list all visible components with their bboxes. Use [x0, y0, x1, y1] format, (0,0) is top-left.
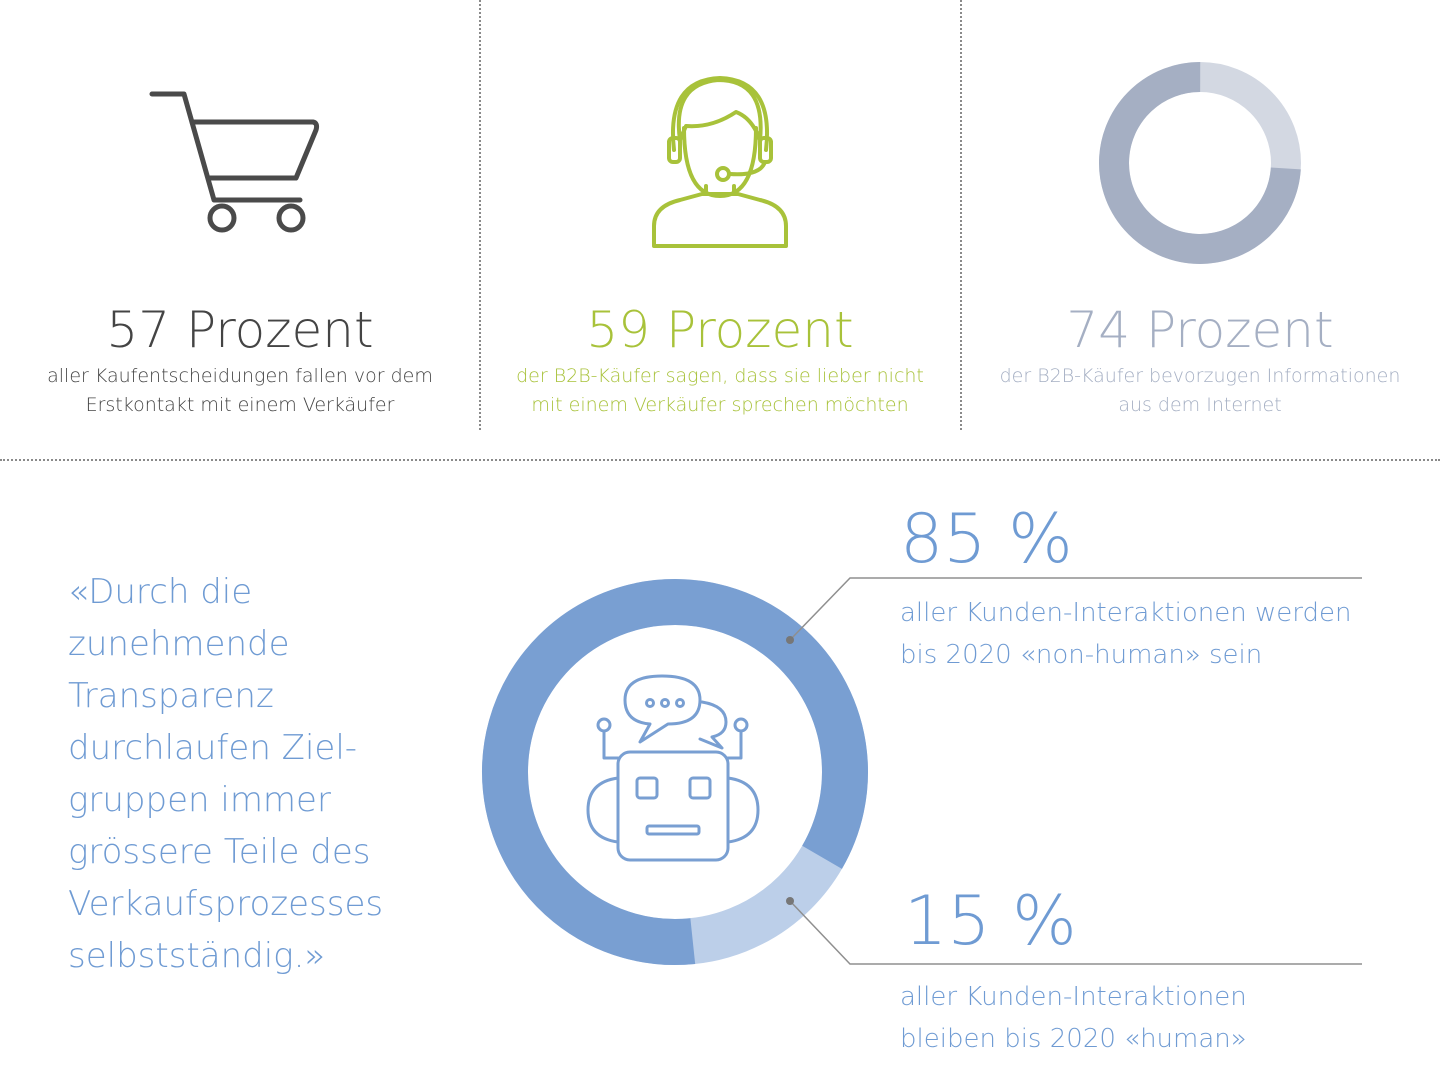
stat-description-line: aller Kaufentscheidungen fallen vor dem	[47, 365, 433, 387]
stat-description: der B2B-Käufer bevorzugen Informationen …	[980, 362, 1420, 420]
quote-line: Verkaufsprozesses	[68, 884, 384, 924]
stat-description-line: der B2B-Käufer bevorzugen Informationen	[999, 365, 1401, 387]
quote-line: «Durch die	[68, 572, 253, 612]
stat-prefer-no-seller: 59 Prozent der B2B-Käufer sagen, dass si…	[480, 0, 960, 430]
stat-prefer-internet: 74 Prozent der B2B-Käufer bevorzugen Inf…	[960, 0, 1440, 430]
human-description: aller Kunden-Interaktionen bleiben bis 2…	[900, 976, 1247, 1060]
section-divider	[0, 459, 1440, 461]
stat-description-line: der B2B-Käufer sagen, dass sie lieber ni…	[516, 365, 924, 387]
stat-value: 59 Prozent	[586, 301, 854, 359]
leader-dot-human	[786, 897, 794, 905]
column-divider-left	[479, 0, 481, 430]
interactions-donut	[482, 577, 1362, 965]
headset-agent-icon	[652, 76, 788, 248]
quote-line: durchlaufen Ziel-	[68, 728, 358, 768]
stat-purchase-decisions: 57 Prozent aller Kaufentscheidungen fall…	[0, 0, 480, 430]
quote-line: selbstständig.»	[68, 936, 326, 976]
quote-text: «Durch die zunehmende Transparenz durchl…	[68, 566, 468, 982]
donut-non-human-arc	[482, 579, 868, 965]
robot-chat-icon	[586, 674, 760, 862]
quote-line: zunehmende	[68, 624, 290, 664]
leader-dot-non-human	[786, 636, 794, 644]
human-description-line: bleiben bis 2020 «human»	[900, 1024, 1247, 1054]
human-description-line: aller Kunden-Interaktionen	[900, 982, 1247, 1012]
stat-value: 74 Prozent	[1066, 301, 1334, 359]
stat-value: 57 Prozent	[106, 301, 374, 359]
leader-line-human	[789, 900, 1362, 965]
column-divider-right	[960, 0, 962, 430]
ring-chart-icon	[1099, 62, 1301, 264]
non-human-description-line: bis 2020 «non-human» sein	[900, 640, 1263, 670]
quote-line: Transparenz	[68, 676, 274, 716]
shopping-cart-icon	[149, 91, 320, 233]
quote-line: grössere Teile des	[68, 832, 371, 872]
non-human-value: 85 %	[900, 500, 1073, 579]
stat-description-line: aus dem Internet	[1118, 394, 1282, 416]
stat-description: der B2B-Käufer sagen, dass sie lieber ni…	[500, 362, 940, 420]
quote-line: gruppen immer	[68, 780, 331, 820]
stat-description-line: mit einem Verkäufer sprechen möchten	[531, 394, 909, 416]
stat-description: aller Kaufentscheidungen fallen vor dem …	[20, 362, 460, 420]
stat-description-line: Erstkontakt mit einem Verkäufer	[85, 394, 395, 416]
leader-line-non-human	[789, 577, 1362, 641]
ring-value-arc	[1099, 62, 1301, 264]
human-value: 15 %	[904, 882, 1077, 961]
non-human-description-line: aller Kunden-Interaktionen werden	[900, 598, 1352, 628]
non-human-description: aller Kunden-Interaktionen werden bis 20…	[900, 592, 1351, 676]
